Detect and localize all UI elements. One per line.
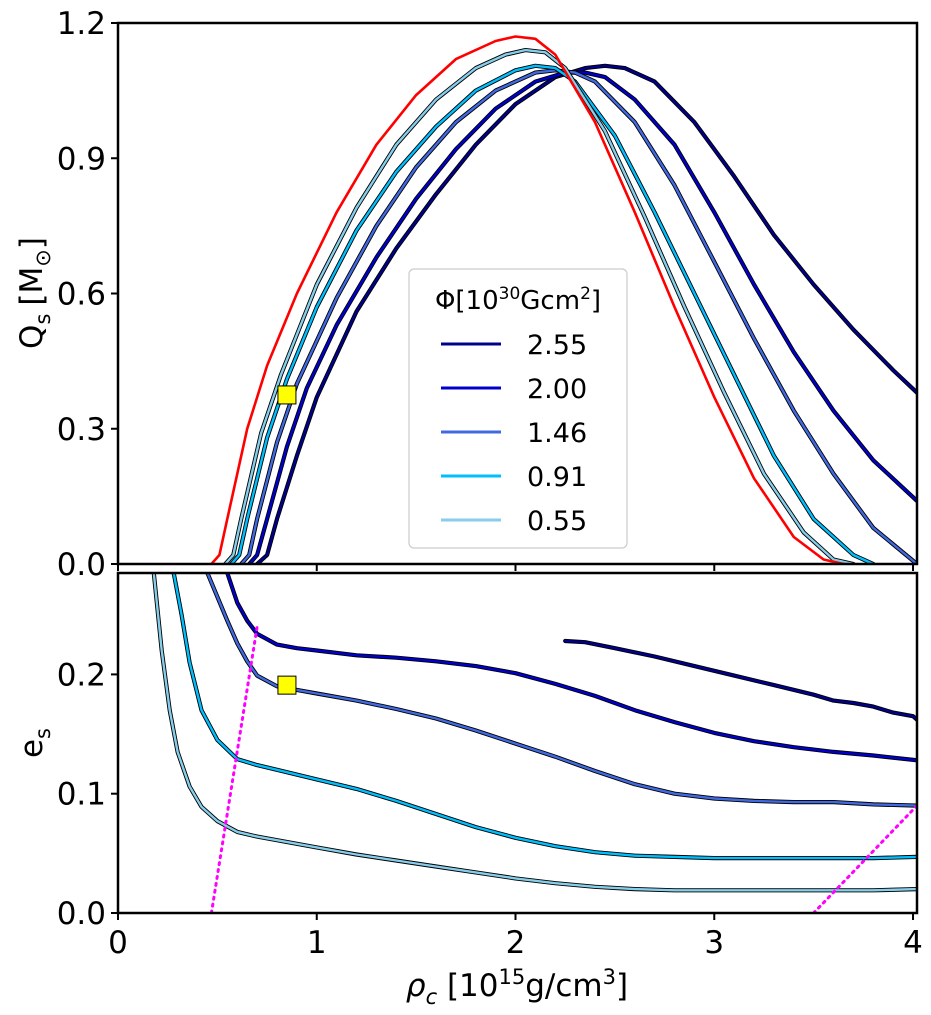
legend: Φ[1030Gcm2] 2.55 2.00 1.46 0.91 0.55 bbox=[408, 268, 628, 549]
top-ylabel-unit-pre: [M bbox=[14, 267, 50, 306]
xlabel-pre: [10 bbox=[437, 968, 498, 1004]
bottom-xlabel: ρc [1015g/cm3] bbox=[406, 965, 628, 1009]
legend-box bbox=[408, 268, 628, 549]
bottom-plot-frame bbox=[116, 571, 919, 915]
bot-xtick-label-0: 0 bbox=[108, 925, 128, 961]
legend-title-mid: Gcm bbox=[520, 286, 580, 316]
bot-series-line-4 bbox=[152, 573, 917, 892]
bot-series-outline-3 bbox=[171, 573, 917, 861]
bottom-ylabel-main: e bbox=[14, 739, 50, 758]
xlabel-sup1: 15 bbox=[499, 965, 526, 989]
top-ylabel-unit-sub: ⊙ bbox=[31, 249, 55, 267]
bottom-panel: 0.00.10.20 1 2 3 4 es ρc [1015g/cm3] bbox=[14, 571, 923, 1009]
top-marker-group bbox=[277, 385, 297, 405]
legend-entries: 2.55 2.00 1.46 0.91 0.55 bbox=[441, 330, 587, 537]
top-ticks-group: 0.0 0.3 0.6 0.9 1.2 bbox=[57, 6, 915, 583]
top-series-group bbox=[210, 35, 917, 564]
xlabel-post: ] bbox=[616, 968, 628, 1004]
top-ytick-label-1: 0.3 bbox=[57, 412, 106, 448]
legend-label-4: 0.55 bbox=[527, 506, 587, 537]
top-plot-frame bbox=[116, 21, 919, 566]
bot-ytick-label-2: 0.2 bbox=[57, 657, 106, 693]
bot-xtick-label-3: 3 bbox=[704, 925, 724, 961]
top-panel: 0.00.30.60.91.2 Qs[M⊙] Φ[1030Gcm2] 2.552… bbox=[14, 6, 919, 583]
legend-label-2: 1.46 bbox=[527, 418, 587, 449]
top-ytick-label-0: 0.0 bbox=[57, 547, 106, 583]
top-series-line-4 bbox=[224, 48, 855, 564]
xlabel-sub: c bbox=[426, 985, 438, 1009]
legend-title: Φ[1030Gcm2] bbox=[435, 284, 601, 316]
top-series-line-1 bbox=[247, 71, 917, 564]
legend-title-sup1: 30 bbox=[499, 284, 521, 304]
legend-title-sup2: 2 bbox=[580, 284, 591, 304]
bot-series-outline-1 bbox=[225, 573, 917, 763]
top-series-line-2 bbox=[239, 69, 917, 564]
legend-title-pre: Φ[10 bbox=[435, 286, 499, 316]
top-series-line-3 bbox=[230, 64, 875, 564]
bottom-ylabel-sub: s bbox=[31, 728, 55, 739]
bottom-ylabel: es bbox=[14, 728, 55, 758]
xlabel-main: ρ bbox=[406, 968, 426, 1004]
bot-xtick-label-4: 4 bbox=[903, 925, 923, 961]
bottom-marker-group bbox=[277, 675, 297, 695]
bot-square-marker bbox=[277, 675, 297, 695]
legend-label-1: 2.00 bbox=[527, 374, 587, 405]
top-ylabel-main: Q bbox=[14, 325, 50, 349]
top-square-marker bbox=[277, 385, 297, 405]
top-series-line-5 bbox=[210, 35, 845, 564]
bot-series-line-1 bbox=[226, 573, 917, 762]
legend-title-post: ] bbox=[591, 286, 601, 316]
top-ylabel-unit-post: ] bbox=[14, 237, 50, 249]
top-ylabel-sub: s bbox=[31, 314, 55, 325]
bot-series-line-3 bbox=[172, 573, 917, 860]
legend-label-0: 2.55 bbox=[527, 330, 587, 361]
bottom-series-group bbox=[151, 573, 917, 913]
xlabel-mid: g/cm bbox=[525, 968, 602, 1004]
bottom-ticks-group: 0.0 0.1 0.2 0 1 2 3 4 bbox=[57, 657, 923, 961]
bot-xtick-label-2: 2 bbox=[506, 925, 526, 961]
bot-ytick-label-0: 0.0 bbox=[57, 896, 106, 932]
bot-dotted-line-0 bbox=[209, 625, 259, 913]
xlabel-sup2: 3 bbox=[603, 965, 616, 989]
top-ytick-label-2: 0.6 bbox=[57, 277, 106, 313]
top-ytick-label-3: 0.9 bbox=[57, 141, 106, 177]
top-ylabel: Qs [M⊙] bbox=[14, 237, 55, 349]
bot-series-line-2 bbox=[206, 573, 917, 807]
bot-series-outline-0 bbox=[563, 638, 917, 722]
legend-label-3: 0.91 bbox=[527, 462, 587, 493]
bot-ytick-label-1: 0.1 bbox=[57, 777, 106, 813]
bot-series-outline-2 bbox=[205, 573, 917, 808]
top-ytick-label-4: 1.2 bbox=[57, 6, 106, 42]
bot-xtick-label-1: 1 bbox=[307, 925, 327, 961]
bot-series-line-0 bbox=[564, 639, 917, 721]
